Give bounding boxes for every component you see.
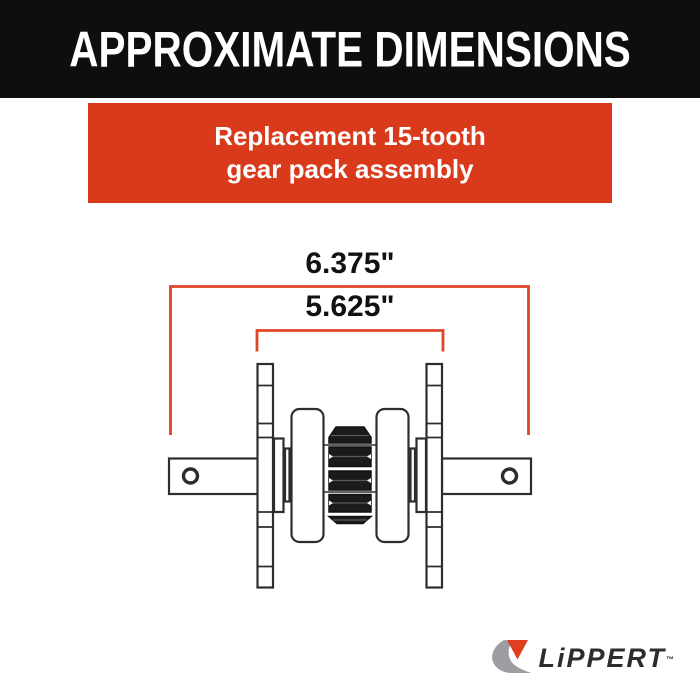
gear-pack-assembly (167, 362, 533, 589)
page-title: APPROXIMATE DIMENSIONS (69, 20, 631, 78)
spacer-right (409, 447, 417, 503)
roller-left (290, 407, 325, 544)
gear-tooth-notches (329, 454, 371, 506)
flange-plate-right (425, 362, 444, 589)
axle-lines (322, 444, 378, 493)
roller-right (375, 407, 410, 544)
gear-15-tooth (327, 426, 373, 525)
shaft-hole-right (500, 467, 519, 485)
shaft-hole-left (181, 467, 200, 485)
header-bar: APPROXIMATE DIMENSIONS (0, 0, 700, 98)
product-banner-line2: gear pack assembly (226, 154, 474, 184)
product-banner-line1: Replacement 15-tooth (214, 121, 486, 151)
dimension-label-inner: 5.625" (305, 290, 395, 323)
outer-dimension-bracket (169, 285, 530, 435)
inner-dimension-bracket (255, 329, 445, 352)
brand-logo-text: LiPPERT (538, 643, 666, 673)
dimension-label-overall: 6.375" (305, 247, 395, 280)
hub-right (415, 437, 428, 514)
logo-swoosh (492, 640, 532, 673)
dimension-brackets (169, 285, 530, 435)
logo-triangle (507, 640, 529, 660)
brand-trademark: ™ (666, 655, 674, 664)
lippert-logo-icon (492, 640, 532, 673)
brand-logo: LiPPERT ™ (487, 635, 674, 675)
product-banner: Replacement 15-tooth gear pack assembly (88, 103, 612, 203)
flange-segment-lines (257, 384, 442, 568)
hub-left (272, 437, 285, 514)
gear-tooth-highlights (331, 434, 369, 521)
flange-plate-left (256, 362, 275, 589)
spacer-left (283, 447, 291, 503)
